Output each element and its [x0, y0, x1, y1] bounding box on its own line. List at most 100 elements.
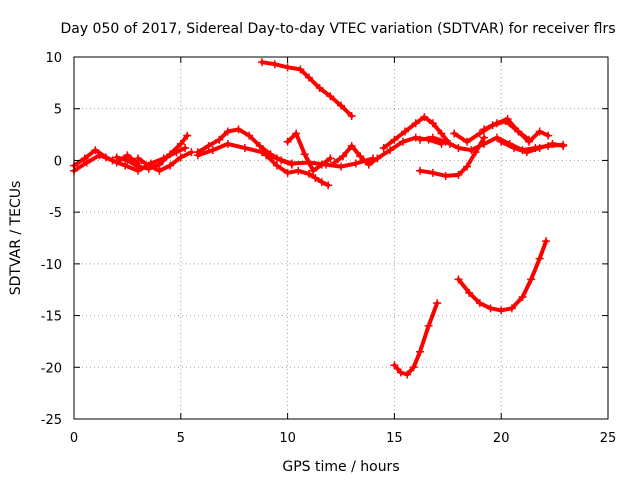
- data-point: [542, 237, 551, 246]
- y-tick-label: 10: [45, 51, 62, 66]
- y-tick-label: -15: [41, 310, 62, 325]
- data-point: [166, 150, 175, 159]
- data-point: [465, 288, 474, 297]
- x-tick-label: 15: [386, 431, 403, 446]
- data-point: [386, 146, 395, 155]
- data-point: [559, 141, 568, 150]
- data-point: [428, 168, 437, 177]
- data-point: [240, 144, 249, 153]
- data-point: [311, 174, 320, 183]
- data-point: [454, 144, 463, 153]
- data-point: [296, 65, 305, 74]
- data-point: [497, 306, 506, 315]
- data-point: [304, 169, 313, 178]
- data-point: [166, 161, 175, 170]
- data-point: [364, 160, 373, 169]
- data-point: [535, 144, 544, 153]
- data-point: [339, 152, 348, 161]
- data-point: [144, 161, 153, 170]
- data-point: [463, 162, 472, 171]
- y-tick-label: 0: [54, 154, 62, 169]
- data-point: [510, 144, 519, 153]
- data-point: [433, 299, 442, 308]
- data-point: [337, 101, 345, 110]
- data-point: [176, 139, 185, 148]
- data-point: [351, 159, 360, 168]
- data-series: [70, 58, 568, 379]
- data-point: [428, 119, 437, 128]
- data-point: [480, 125, 489, 134]
- data-point: [324, 181, 333, 190]
- series-arc17: [392, 301, 440, 377]
- data-point: [326, 92, 335, 101]
- data-point: [183, 131, 192, 140]
- y-tick-label: 5: [54, 103, 62, 118]
- data-point: [409, 363, 418, 372]
- data-point: [193, 151, 202, 160]
- data-point: [257, 148, 266, 157]
- data-point: [215, 135, 224, 144]
- y-tick-label: -20: [41, 361, 62, 376]
- x-axis-title: GPS time / hours: [282, 459, 399, 475]
- data-point: [467, 146, 476, 155]
- data-point: [390, 361, 399, 370]
- data-point: [270, 60, 279, 69]
- data-point: [347, 111, 356, 120]
- data-point: [309, 166, 318, 175]
- y-tick-label: -25: [41, 413, 62, 428]
- data-point: [420, 112, 429, 121]
- data-point: [223, 139, 232, 148]
- y-tick-label: -5: [49, 206, 62, 221]
- chart-title: Day 050 of 2017, Sidereal Day-to-day VTE…: [60, 21, 615, 37]
- data-point: [255, 141, 264, 150]
- data-point: [317, 178, 326, 187]
- data-point: [257, 58, 266, 67]
- data-point: [535, 127, 544, 136]
- data-point: [300, 150, 309, 159]
- data-point: [471, 148, 480, 157]
- data-point: [524, 137, 533, 146]
- data-point: [492, 119, 501, 128]
- data-point: [396, 368, 405, 377]
- data-point: [112, 153, 121, 162]
- data-point: [373, 154, 382, 163]
- data-point: [223, 127, 232, 136]
- data-point: [454, 275, 463, 284]
- data-point: [548, 139, 557, 148]
- data-point: [522, 148, 531, 157]
- data-point: [294, 166, 303, 175]
- data-point: [287, 159, 296, 168]
- data-point: [262, 151, 271, 160]
- data-point: [134, 154, 143, 163]
- data-point: [283, 63, 292, 72]
- data-point: [475, 299, 484, 308]
- data-point: [155, 166, 164, 175]
- data-point: [337, 162, 345, 171]
- grid: [74, 57, 608, 419]
- data-point: [503, 115, 512, 124]
- data-point: [123, 156, 132, 165]
- data-point: [416, 166, 425, 175]
- series-arc11: [381, 115, 452, 150]
- data-point: [292, 129, 301, 138]
- data-point: [283, 168, 292, 177]
- data-point: [486, 304, 495, 313]
- series-arc9: [260, 60, 354, 118]
- data-point: [518, 292, 527, 301]
- data-point: [121, 161, 130, 170]
- data-point: [347, 141, 356, 150]
- x-tick-label: 10: [279, 431, 296, 446]
- data-point: [390, 135, 399, 144]
- data-point: [234, 125, 243, 134]
- x-tick-label: 20: [493, 431, 510, 446]
- data-point: [437, 129, 446, 138]
- data-point: [441, 171, 450, 180]
- data-point: [272, 161, 281, 170]
- data-point: [416, 135, 425, 144]
- series-arc18: [456, 239, 549, 313]
- plot-frame: [73, 56, 609, 420]
- data-point: [424, 321, 433, 330]
- data-point: [283, 137, 292, 146]
- data-point: [95, 151, 104, 160]
